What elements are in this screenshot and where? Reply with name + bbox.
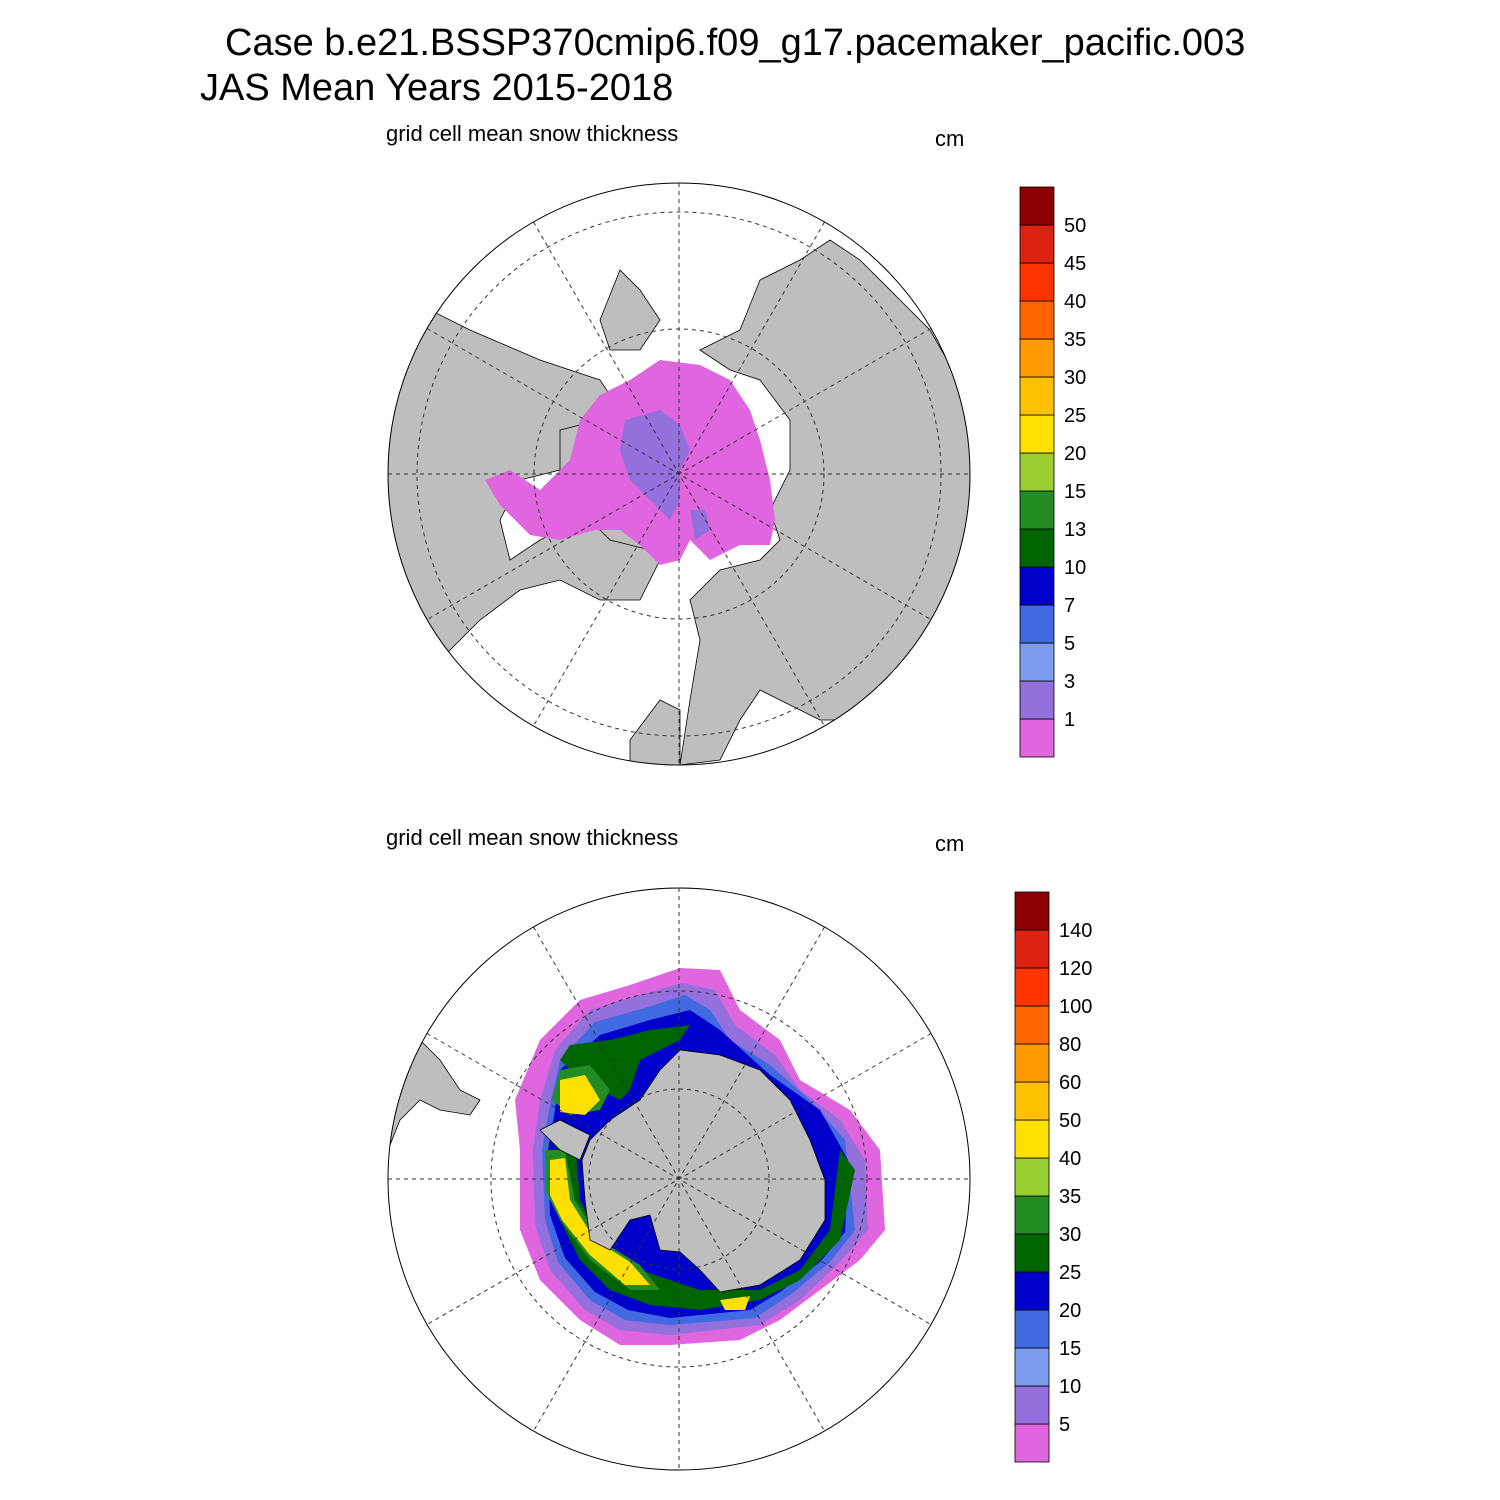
colorbar-box [1014, 1309, 1050, 1349]
colorbar-box [1019, 452, 1055, 492]
colorbar-label: 140 [1059, 920, 1092, 942]
colorbar-box [1019, 224, 1055, 264]
sea-ice [620, 410, 690, 520]
colorbar-label: 80 [1059, 1034, 1081, 1056]
antarctic-map [387, 887, 971, 1471]
colorbar-label: 5 [1064, 633, 1075, 655]
colorbar-box [1019, 300, 1055, 340]
snow-layer [550, 1075, 750, 1310]
colorbar-label: 100 [1059, 996, 1092, 1018]
colorbar-box [1014, 1005, 1050, 1045]
colorbar-box [1019, 642, 1055, 682]
title-line-2: JAS Mean Years 2015-2018 [200, 67, 673, 109]
sea-ice [690, 510, 710, 540]
colorbar-box [1014, 891, 1050, 931]
colorbar-box [1014, 1233, 1050, 1273]
land [599, 269, 661, 351]
colorbar-label: 13 [1064, 519, 1086, 541]
colorbar-label: 50 [1064, 215, 1086, 237]
colorbar-box [1014, 1271, 1050, 1311]
colorbar-label: 40 [1059, 1148, 1081, 1170]
colorbar-label: 5 [1059, 1414, 1070, 1436]
colorbar-box [1014, 1157, 1050, 1197]
units-label: cm [935, 831, 964, 856]
colorbar-label: 25 [1059, 1262, 1081, 1284]
colorbar-box [1019, 604, 1055, 644]
colorbar-label: 10 [1064, 557, 1086, 579]
colorbar-label: 1 [1064, 709, 1075, 731]
colorbar-label: 3 [1064, 671, 1075, 693]
colorbar-label: 50 [1059, 1110, 1081, 1132]
colorbar-box [1019, 490, 1055, 530]
colorbar-label: 25 [1064, 405, 1086, 427]
colorbar-box [1019, 680, 1055, 720]
colorbar-box [1019, 566, 1055, 606]
colorbar-label: 35 [1059, 1186, 1081, 1208]
colorbar-label: 40 [1064, 291, 1086, 313]
panel-subtitle: grid cell mean snow thickness [386, 825, 678, 850]
title-line-1: Case b.e21.BSSP370cmip6.f09_g17.pacemake… [225, 22, 1245, 64]
colorbar-box [1014, 1119, 1050, 1159]
colorbar-label: 7 [1064, 595, 1075, 617]
land [539, 1119, 591, 1161]
colorbar-box [1014, 1043, 1050, 1083]
land [388, 309, 661, 681]
colorbar-box [1014, 1385, 1050, 1425]
colorbar-label: 20 [1064, 443, 1086, 465]
colorbar-box [1014, 967, 1050, 1007]
map-border [387, 182, 971, 766]
colorbar-box [1014, 929, 1050, 969]
colorbar-label: 45 [1064, 253, 1086, 275]
colorbar-box [1019, 414, 1055, 454]
colorbar-label: 20 [1059, 1300, 1081, 1322]
colorbar-box [1019, 338, 1055, 378]
colorbar-box [1019, 186, 1055, 226]
colorbar-box [1019, 528, 1055, 568]
colorbar-box [1014, 1081, 1050, 1121]
colorbar-box [1019, 262, 1055, 302]
colorbar-label: 15 [1064, 481, 1086, 503]
colorbar-box [1014, 1195, 1050, 1235]
map-border [387, 887, 971, 1471]
colorbar-box [1019, 376, 1055, 416]
units-label: cm [935, 126, 964, 151]
colorbar-label: 30 [1059, 1224, 1081, 1246]
colorbar-label: 30 [1064, 367, 1086, 389]
panel-subtitle: grid cell mean snow thickness [386, 121, 678, 146]
colorbar-label: 15 [1059, 1338, 1081, 1360]
colorbar-box [1014, 1423, 1050, 1463]
colorbar-label: 10 [1059, 1376, 1081, 1398]
colorbar-label: 120 [1059, 958, 1092, 980]
colorbar-label: 35 [1064, 329, 1086, 351]
land [581, 1049, 826, 1293]
colorbar-box [1014, 1347, 1050, 1387]
arctic-map [387, 182, 971, 766]
colorbar-label: 60 [1059, 1072, 1081, 1094]
colorbar-box [1019, 718, 1055, 758]
snow-layer [555, 1025, 855, 1310]
colorbar: 5 10 15 20 25 30 35 40 50 60 80 100 120 140 [1014, 891, 1092, 1463]
